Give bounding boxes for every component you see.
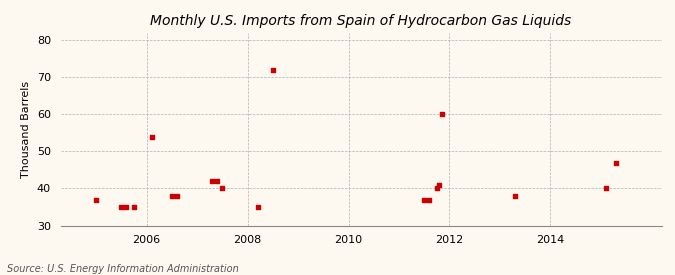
Point — [434, 183, 445, 187]
Point — [601, 186, 612, 191]
Point — [431, 186, 442, 191]
Point — [146, 134, 157, 139]
Point — [212, 179, 223, 183]
Point — [510, 194, 520, 198]
Point — [418, 197, 429, 202]
Y-axis label: Thousand Barrels: Thousand Barrels — [22, 81, 31, 178]
Point — [167, 194, 178, 198]
Point — [267, 68, 278, 72]
Point — [121, 205, 132, 209]
Point — [116, 205, 127, 209]
Point — [207, 179, 217, 183]
Point — [171, 194, 182, 198]
Text: Source: U.S. Energy Information Administration: Source: U.S. Energy Information Administ… — [7, 264, 238, 274]
Point — [424, 197, 435, 202]
Point — [90, 197, 101, 202]
Title: Monthly U.S. Imports from Spain of Hydrocarbon Gas Liquids: Monthly U.S. Imports from Spain of Hydro… — [151, 14, 572, 28]
Point — [128, 205, 139, 209]
Point — [252, 205, 263, 209]
Point — [437, 112, 448, 117]
Point — [217, 186, 227, 191]
Point — [611, 160, 622, 165]
